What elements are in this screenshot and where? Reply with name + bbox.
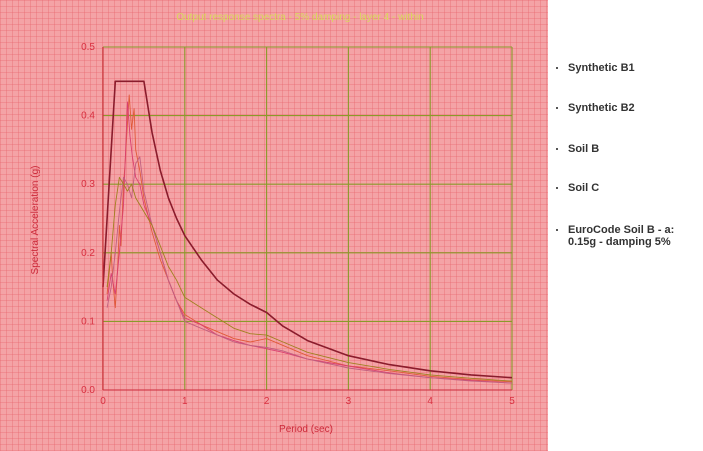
x-tick-label: 5 [509,396,515,407]
chart-background [0,0,548,451]
legend-label: Soil B [568,143,600,155]
axes: 0 1 2 3 4 5 0.0 0.1 0.2 0.3 0.4 0.5 [81,42,515,407]
legend-item: Synthetic B2 [556,102,701,114]
x-tick-label: 4 [427,396,433,407]
y-tick-label: 0.3 [81,179,95,190]
major-grid [102,46,513,391]
x-tick-label: 1 [182,396,188,407]
legend-marker [556,148,558,150]
legend-label: EuroCode Soil B - a: 0.15g - damping 5% [568,224,675,248]
legend-marker [556,107,558,109]
chart-title: Output response spectra - 5% damping - l… [176,12,423,23]
series-line-5 [102,80,513,379]
legend-item: Soil C [556,182,701,194]
legend-marker [556,67,558,69]
x-axis-label: Period (sec) [279,424,333,435]
x-tick-label: 3 [346,396,352,407]
series-line-1 [106,94,513,383]
legend-item: EuroCode Soil B - a: 0.15g - damping 5% [556,224,701,248]
series-group [102,80,513,384]
legend-label: Synthetic B2 [568,102,635,114]
y-tick-label: 0.0 [81,385,95,396]
legend-item: Synthetic B1 [556,62,701,74]
y-tick-label: 0.1 [81,316,95,327]
legend-marker [556,187,558,189]
series-line-4 [106,176,513,382]
legend-marker [556,229,558,231]
legend-label: Synthetic B1 [568,62,635,74]
legend-item: Soil B [556,143,701,155]
y-tick-label: 0.5 [81,42,95,53]
series-line-3 [106,156,513,384]
y-tick-label: 0.4 [81,111,95,122]
x-tick-label: 2 [264,396,270,407]
y-axis-label: Spectral Acceleration (g) [30,166,41,275]
x-tick-label: 0 [100,396,106,407]
legend-label: Soil C [568,182,600,194]
y-tick-label: 0.2 [81,248,95,259]
